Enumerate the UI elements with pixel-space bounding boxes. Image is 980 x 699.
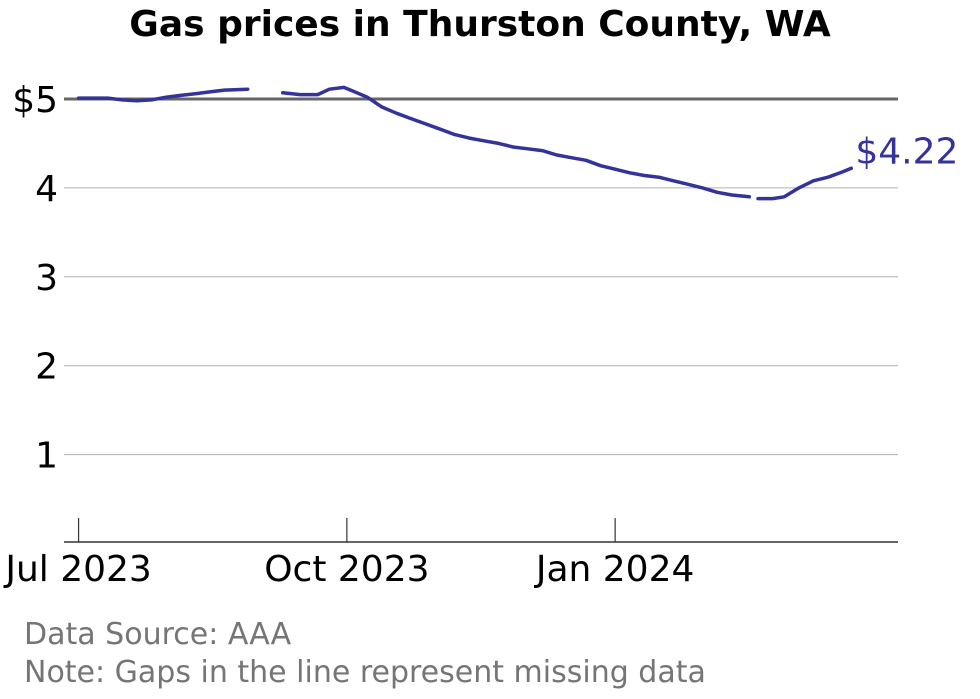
missing-data-note: Note: Gaps in the line represent missing… <box>24 655 706 690</box>
y-tick-label: $5 <box>12 80 58 121</box>
series-line <box>76 85 854 201</box>
x-tick-label: Jul 2023 <box>3 549 152 590</box>
price-line-segment <box>756 166 854 201</box>
y-tick-label: 1 <box>35 436 58 477</box>
price-line-segment <box>76 87 250 103</box>
x-tick-label: Jan 2024 <box>534 549 695 590</box>
line-chart: 1 2 3 4 $5 Jul 2023 Oct 2023 Jan 2024 $4.22 <box>3 80 958 590</box>
end-value-label: $4.22 <box>855 131 958 172</box>
y-tick-label: 3 <box>35 258 58 299</box>
x-axis-ticks: Jul 2023 Oct 2023 Jan 2024 <box>3 518 694 590</box>
x-tick-label: Oct 2023 <box>264 549 429 590</box>
chart-title: Gas prices in Thurston County, WA <box>129 4 831 45</box>
gridlines <box>64 97 898 456</box>
y-tick-label: 4 <box>35 169 58 210</box>
y-axis-labels: 1 2 3 4 $5 <box>12 80 58 477</box>
y-tick-label: 2 <box>35 347 58 388</box>
price-line-segment <box>280 85 752 199</box>
data-source-note: Data Source: AAA <box>24 617 292 652</box>
